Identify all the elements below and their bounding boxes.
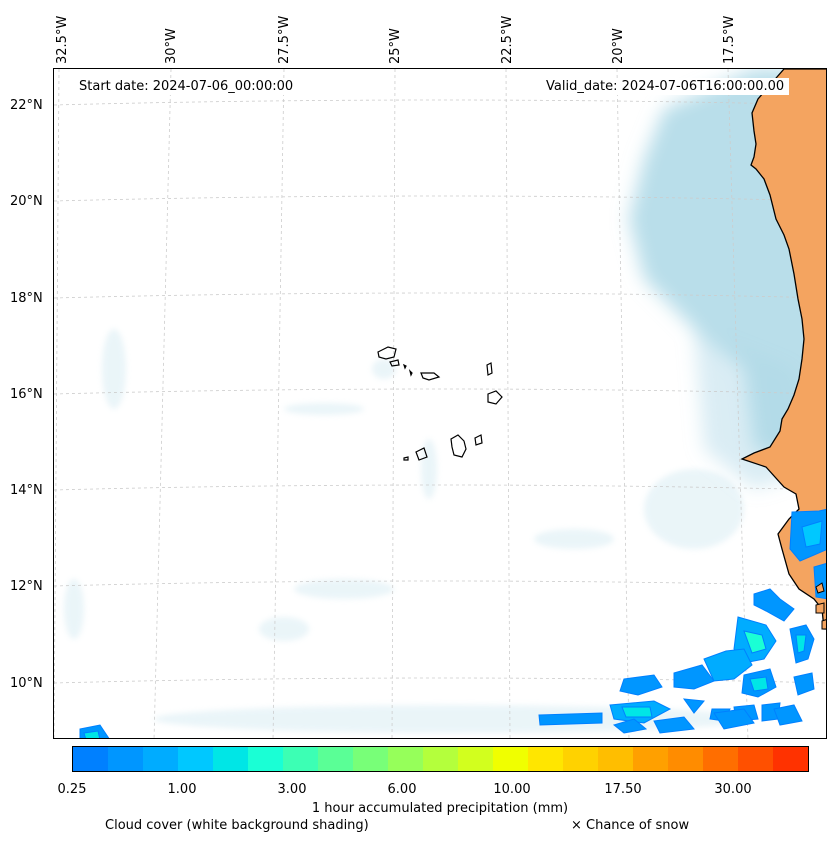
start-date-label: Start date: 2024-07-06_00:00:00: [74, 78, 299, 95]
colorbar-segment: [108, 747, 143, 771]
lon-label: 27.5°W: [277, 15, 292, 64]
colorbar-title: 1 hour accumulated precipitation (mm): [311, 801, 569, 816]
lat-label: 14°N: [10, 483, 43, 498]
colorbar-tick-label: 10.00: [493, 782, 531, 797]
precipitation-colorbar: [72, 746, 809, 772]
snow-chance-note: × Chance of snow: [571, 818, 690, 833]
colorbar-tick-label: 3.00: [277, 782, 307, 797]
cloud-cover-shading: [64, 329, 754, 733]
colorbar-segment: [738, 747, 773, 771]
colorbar-segment: [528, 747, 563, 771]
colorbar-tick-label: 1.00: [167, 782, 197, 797]
colorbar-segment: [318, 747, 353, 771]
colorbar-segment: [563, 747, 598, 771]
colorbar-segment: [283, 747, 318, 771]
lon-label: 22.5°W: [500, 15, 515, 64]
colorbar-segment: [423, 747, 458, 771]
colorbar-segment: [703, 747, 738, 771]
colorbar-segment: [353, 747, 388, 771]
valid-date-label: Valid_date: 2024-07-06T16:00:00.00: [541, 78, 790, 95]
colorbar-tick-label: 30.00: [714, 782, 752, 797]
colorbar-segment: [598, 747, 633, 771]
lat-label: 16°N: [10, 387, 43, 402]
lon-label: 32.5°W: [55, 15, 70, 64]
colorbar-segment: [143, 747, 178, 771]
colorbar-tick-label: 6.00: [387, 782, 417, 797]
coastal-islands: [815, 582, 826, 630]
lat-label: 22°N: [10, 98, 43, 113]
cloud-cover-note: Cloud cover (white background shading): [105, 818, 369, 833]
lat-label: 10°N: [10, 676, 43, 691]
colorbar-segment: [493, 747, 528, 771]
lon-label: 17.5°W: [722, 15, 737, 64]
lat-label: 18°N: [10, 291, 43, 306]
colorbar-tick-label: 17.50: [604, 782, 642, 797]
lon-label: 20°W: [611, 28, 626, 64]
colorbar-segment: [178, 747, 213, 771]
colorbar-segment: [633, 747, 668, 771]
cape-verde-islands: [377, 346, 503, 461]
lon-label: 25°W: [388, 28, 403, 64]
colorbar-segment: [248, 747, 283, 771]
colorbar-segment: [388, 747, 423, 771]
lat-label: 20°N: [10, 194, 43, 209]
lat-label: 12°N: [10, 579, 43, 594]
lon-label: 30°W: [164, 28, 179, 64]
colorbar-segment: [668, 747, 703, 771]
colorbar-segment: [458, 747, 493, 771]
map-canvas: [54, 69, 826, 738]
colorbar-segment: [773, 747, 808, 771]
map-panel[interactable]: Start date: 2024-07-06_00:00:00 Valid_da…: [53, 68, 827, 739]
precipitation-patches: [79, 508, 826, 738]
colorbar-segment: [213, 747, 248, 771]
colorbar-tick-label: 0.25: [57, 782, 87, 797]
colorbar-segment: [73, 747, 108, 771]
africa-landmass: [740, 69, 826, 630]
